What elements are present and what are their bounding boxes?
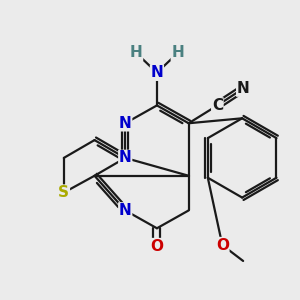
Text: N: N: [237, 81, 250, 96]
Text: H: H: [171, 45, 184, 60]
Text: N: N: [151, 65, 163, 80]
Text: O: O: [150, 238, 164, 253]
Text: N: N: [119, 116, 132, 131]
Text: O: O: [216, 238, 229, 253]
Text: C: C: [212, 98, 223, 113]
Text: N: N: [119, 150, 132, 165]
Text: N: N: [119, 203, 132, 218]
Text: S: S: [58, 185, 69, 200]
Text: H: H: [130, 45, 142, 60]
